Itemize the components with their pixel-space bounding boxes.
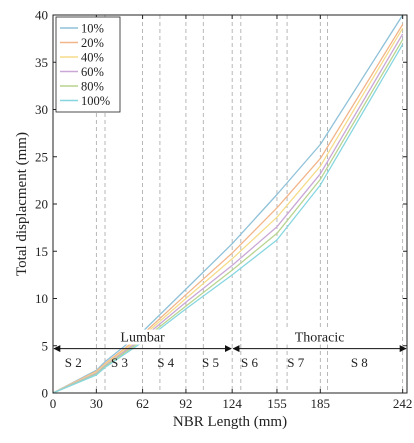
x-tick-label: 30 (90, 396, 103, 411)
legend-label: 100% (81, 94, 110, 108)
series-line (52, 33, 404, 394)
legend-label: 40% (81, 51, 104, 65)
region-annotations: Lumbar Thoracic (53, 329, 407, 353)
series-line (52, 43, 404, 394)
x-tick-label: 155 (267, 396, 287, 411)
y-tick-label: 35 (35, 55, 48, 70)
y-tick-label: 0 (42, 386, 49, 401)
legend-label: 10% (81, 22, 104, 36)
series-line (52, 27, 404, 394)
y-tick-label: 40 (35, 8, 48, 23)
series-lines (52, 14, 404, 394)
x-tick-label: 92 (179, 396, 192, 411)
x-axis-title: NBR Length (mm) (173, 414, 287, 430)
region-label-bg (115, 329, 170, 345)
x-tick-label: 0 (50, 396, 57, 411)
legend-label: 20% (81, 36, 104, 50)
y-tick-label: 15 (35, 244, 48, 259)
y-tick-label: 25 (35, 149, 48, 164)
segment-label: S 3 (111, 355, 128, 370)
x-tick-label: 124 (222, 396, 242, 411)
segment-label: S 6 (241, 355, 258, 370)
region-label-bg (285, 329, 354, 345)
y-tick-label: 5 (42, 338, 49, 353)
segment-label: S 4 (157, 355, 174, 370)
segment-label: S 5 (202, 355, 219, 370)
legend-label: 80% (81, 80, 104, 94)
region-label: Thoracic (295, 331, 345, 346)
x-tick-label: 185 (311, 396, 331, 411)
segment-labels: S 2 S 3 S 4 S 5 S 6 S 7 S 8 (65, 355, 368, 370)
segment-label: S 8 (351, 355, 368, 370)
legend-box (55, 16, 121, 113)
series-line (52, 14, 404, 394)
segment-label: S 7 (287, 355, 304, 370)
x-tick-label: 242 (393, 396, 413, 411)
y-tick-label: 10 (35, 291, 48, 306)
legend-label: 60% (81, 65, 104, 79)
y-axis-title: Total displacment (mm) (14, 132, 30, 276)
legend: 10%20%40%60%80%100% (55, 16, 121, 113)
series-line (52, 24, 404, 394)
region-label: Lumbar (120, 331, 165, 346)
series-line (52, 39, 404, 394)
axes: 0 5 10 15 20 25 30 35 40 0 30 62 92 124 155 185 242 NBR L… (14, 8, 412, 431)
x-tick-label: 62 (136, 396, 149, 411)
y-tick-label: 30 (35, 102, 48, 117)
segment-label: S 2 (65, 355, 82, 370)
y-tick-label: 20 (35, 197, 48, 212)
